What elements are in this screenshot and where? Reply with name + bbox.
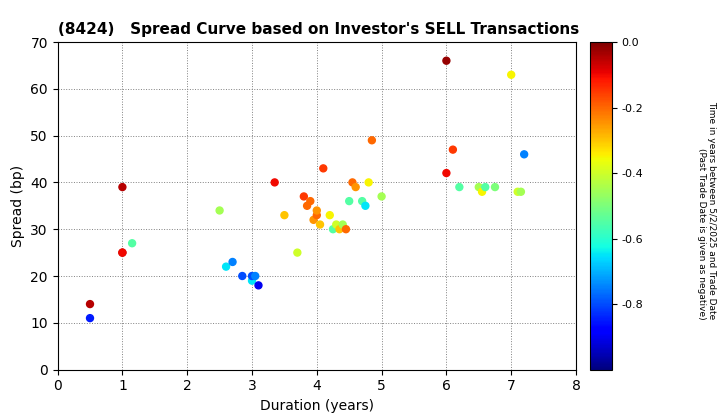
Point — [292, 249, 303, 256]
Point — [305, 198, 316, 205]
Point — [117, 249, 128, 256]
Point — [84, 315, 96, 321]
Point — [127, 240, 138, 247]
Point — [477, 189, 488, 195]
Point — [366, 137, 377, 144]
Point — [220, 263, 232, 270]
Point — [246, 273, 258, 279]
Point — [363, 179, 374, 186]
Point — [356, 198, 368, 205]
Point — [327, 226, 339, 233]
Point — [473, 184, 485, 190]
Point — [301, 202, 312, 209]
Point — [376, 193, 387, 200]
Point — [117, 184, 128, 190]
Point — [515, 189, 526, 195]
Text: Time in years between 5/2/2025 and Trade Date
(Past Trade Date is given as negat: Time in years between 5/2/2025 and Trade… — [697, 101, 716, 319]
Point — [298, 193, 310, 200]
Point — [315, 221, 326, 228]
Point — [236, 273, 248, 279]
Point — [227, 259, 238, 265]
Point — [253, 282, 264, 289]
Point — [337, 221, 348, 228]
Point — [333, 226, 346, 233]
Point — [214, 207, 225, 214]
X-axis label: Duration (years): Duration (years) — [260, 399, 374, 413]
Point — [441, 58, 452, 64]
Point — [269, 179, 281, 186]
Point — [360, 202, 372, 209]
Point — [447, 146, 459, 153]
Point — [341, 226, 352, 233]
Point — [308, 216, 320, 223]
Point — [84, 301, 96, 307]
Point — [454, 184, 465, 190]
Text: (8424)   Spread Curve based on Investor's SELL Transactions: (8424) Spread Curve based on Investor's … — [58, 22, 579, 37]
Point — [117, 249, 128, 256]
Point — [512, 189, 523, 195]
Point — [311, 207, 323, 214]
Point — [330, 221, 342, 228]
Point — [246, 277, 258, 284]
Point — [318, 165, 329, 172]
Point — [347, 179, 359, 186]
Point — [505, 71, 517, 78]
Point — [249, 273, 261, 279]
Point — [490, 184, 501, 190]
Point — [350, 184, 361, 190]
Point — [441, 170, 452, 176]
Point — [480, 184, 491, 190]
Point — [343, 198, 355, 205]
Point — [279, 212, 290, 218]
Point — [518, 151, 530, 158]
Point — [311, 212, 323, 218]
Y-axis label: Spread (bp): Spread (bp) — [11, 165, 24, 247]
Point — [324, 212, 336, 218]
